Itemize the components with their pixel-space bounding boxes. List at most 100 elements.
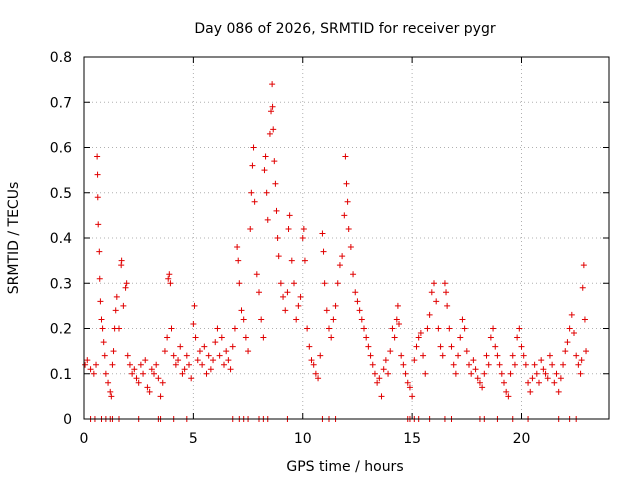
data-point <box>181 366 188 373</box>
data-point <box>404 379 411 386</box>
data-point <box>319 230 326 237</box>
data-point <box>126 361 133 368</box>
data-point <box>235 257 242 264</box>
data-point <box>225 357 232 364</box>
data-point <box>347 244 354 251</box>
data-point <box>393 316 400 323</box>
data-point <box>575 361 582 368</box>
data-point <box>326 325 332 332</box>
data-point <box>382 357 389 364</box>
data-point <box>274 235 281 241</box>
data-point <box>218 334 225 341</box>
data-point <box>365 343 372 350</box>
data-point <box>112 307 119 314</box>
data-point <box>334 280 341 287</box>
data-point <box>344 198 351 205</box>
data-point <box>533 370 540 377</box>
data-point <box>113 293 120 300</box>
data-point <box>258 316 265 323</box>
data-point <box>234 244 241 251</box>
data-point <box>262 153 269 160</box>
data-point <box>509 352 516 359</box>
data-point <box>378 393 385 400</box>
data-point <box>242 334 249 341</box>
data-point <box>97 298 104 305</box>
data-point <box>170 352 177 359</box>
data-point <box>580 262 587 269</box>
data-point <box>146 388 153 395</box>
data-point <box>288 257 295 264</box>
data-point <box>450 361 457 368</box>
data-point <box>443 289 450 296</box>
data-point <box>133 375 140 382</box>
data-point <box>93 361 100 368</box>
data-point <box>304 325 311 332</box>
data-point <box>167 280 174 287</box>
data-point <box>82 361 89 368</box>
data-point <box>269 81 276 88</box>
data-point <box>490 325 497 332</box>
data-point <box>148 366 155 373</box>
data-point <box>470 357 477 364</box>
plot-frame <box>83 56 610 420</box>
data-point <box>221 361 227 368</box>
data-point <box>300 225 307 232</box>
data-point <box>110 348 117 355</box>
data-point <box>560 361 567 368</box>
data-point <box>472 366 479 373</box>
data-point <box>210 357 217 364</box>
data-point <box>496 361 503 368</box>
data-point <box>361 325 367 332</box>
data-point <box>87 366 94 373</box>
data-point <box>105 379 112 386</box>
data-point <box>301 257 308 264</box>
data-point <box>396 320 402 327</box>
x-tick-label: 10 <box>294 431 312 447</box>
data-point <box>494 352 501 359</box>
data-point <box>343 180 350 187</box>
y-tick-label: 0.6 <box>50 141 72 157</box>
data-point <box>179 370 186 377</box>
x-tick-label: 20 <box>513 431 531 447</box>
data-point <box>356 307 363 314</box>
data-point <box>577 370 584 377</box>
data-point <box>207 366 214 373</box>
data-point <box>562 348 569 355</box>
data-point <box>426 311 433 318</box>
data-point <box>481 370 488 377</box>
data-point <box>531 361 538 368</box>
data-point <box>94 153 101 160</box>
data-point <box>485 361 492 368</box>
data-point <box>293 316 300 323</box>
data-point <box>196 348 203 355</box>
data-point <box>374 379 381 386</box>
chart-title: Day 086 of 2026, SRMTID for receiver pyg… <box>194 21 495 37</box>
data-point <box>286 212 293 219</box>
data-point <box>320 248 327 255</box>
data-point <box>100 339 107 346</box>
data-point <box>238 307 245 314</box>
data-point <box>157 393 164 400</box>
data-point <box>266 130 273 137</box>
data-point <box>90 370 97 377</box>
data-point <box>551 379 558 386</box>
data-point <box>306 343 313 350</box>
data-point <box>446 325 453 332</box>
data-point <box>581 316 588 323</box>
data-point <box>522 361 529 368</box>
data-point <box>380 366 387 373</box>
data-point <box>256 289 262 296</box>
x-tick-label: 5 <box>189 431 198 447</box>
data-point <box>321 280 328 287</box>
data-point <box>483 352 490 359</box>
data-point <box>194 357 201 364</box>
data-point <box>205 352 212 359</box>
data-point <box>107 388 114 395</box>
data-point <box>137 361 144 368</box>
x-axis-label: GPS time / hours <box>286 459 403 475</box>
data-point <box>199 361 206 368</box>
data-point <box>507 370 514 377</box>
data-point <box>124 352 131 359</box>
data-point <box>555 388 562 395</box>
data-point <box>409 393 416 400</box>
